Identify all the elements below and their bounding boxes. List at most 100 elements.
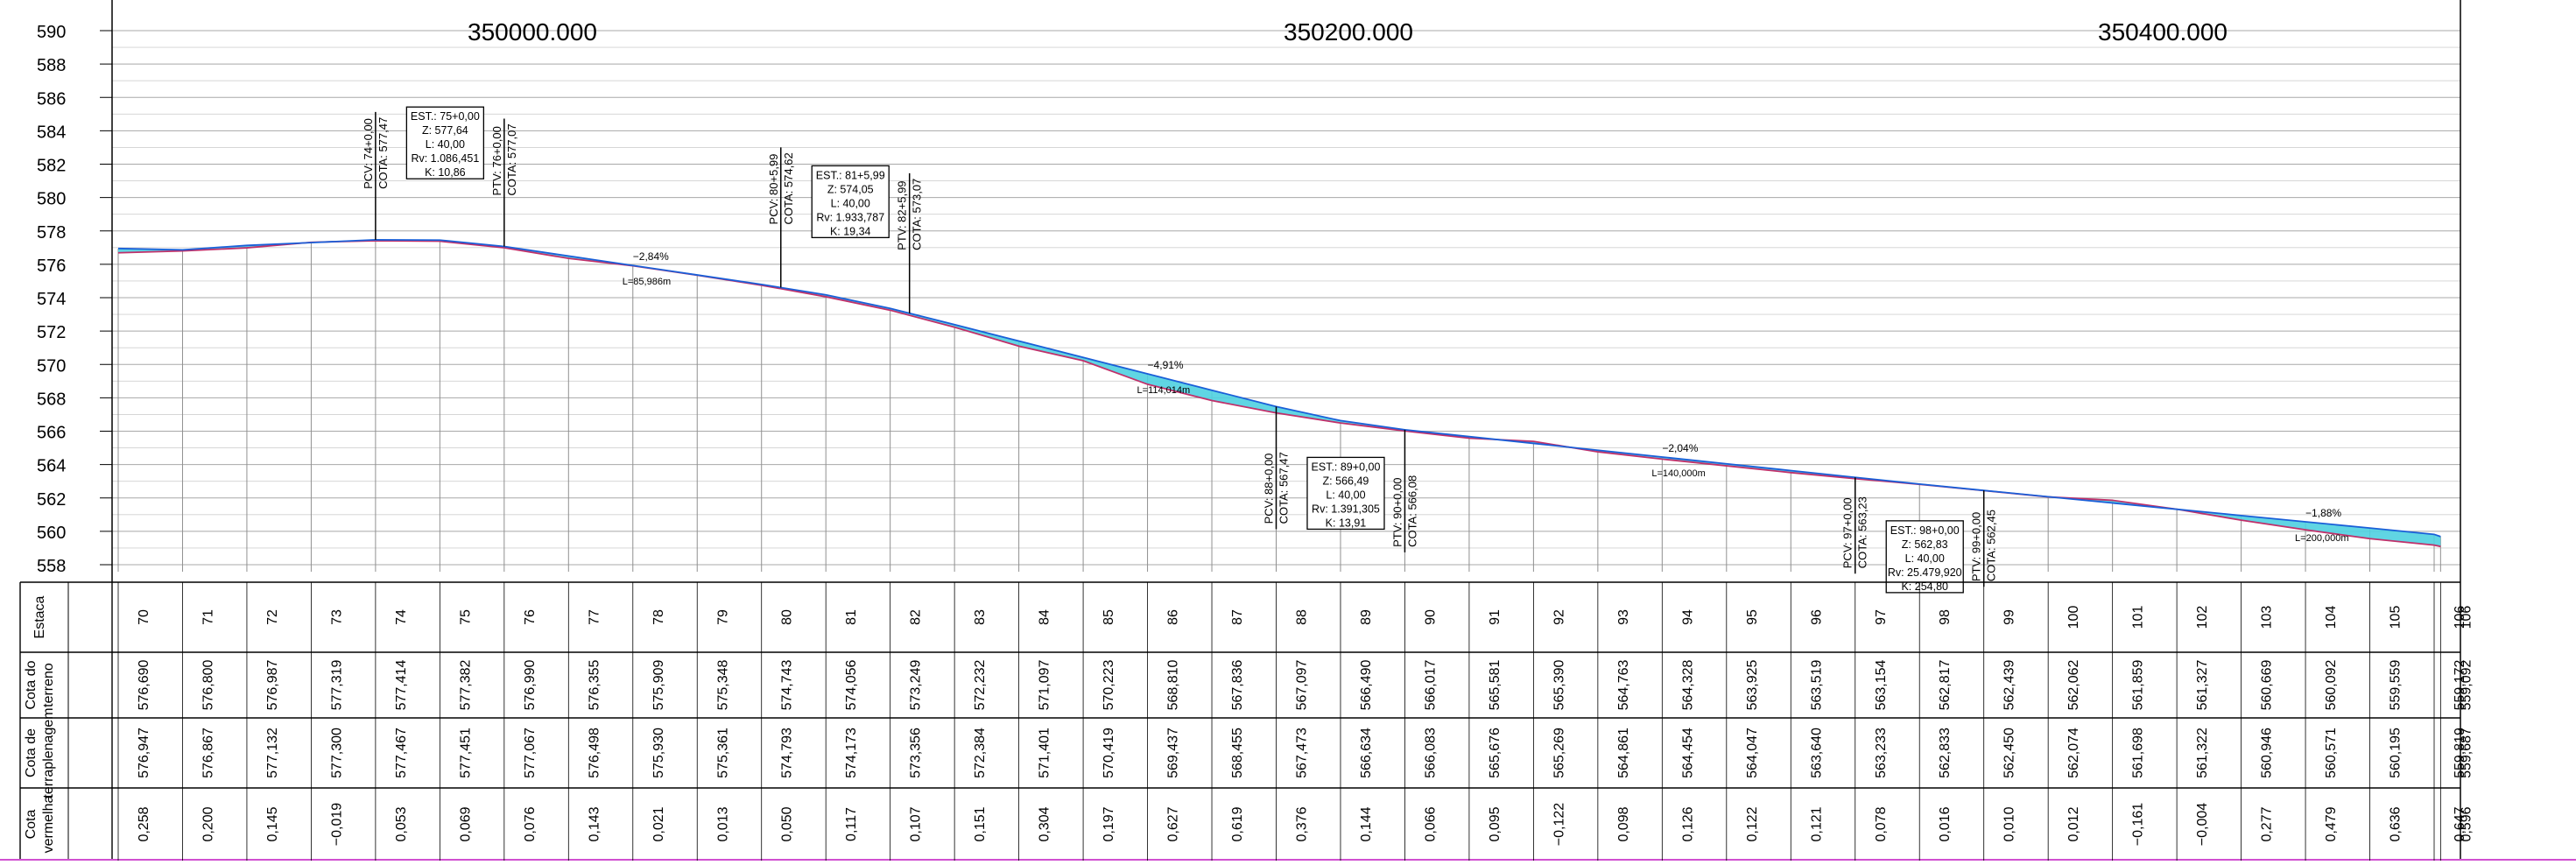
station-label: 80 [780,609,795,625]
grade-slope-label: −2,84% [633,250,669,263]
coordinate-header: 350000.000 [468,18,597,46]
vertical-curves: PCV: 74+0,00 COTA: 577,47 PTV: 76+0,00 COTA… [362,106,1998,594]
station-label: 106 [2459,606,2474,629]
table-cell: 0,636 [2389,806,2404,841]
table-row-header: terreno [41,663,56,707]
station-label: 93 [1616,609,1631,625]
grade-length-label: L=140,000m [1651,468,1705,479]
station-label: 90 [1423,609,1438,625]
curve-data-line: L: 40,00 [426,138,465,151]
elevation-label-568: 568 [37,390,66,409]
station-label: 100 [2066,606,2081,629]
table-cell: 562,439 [2002,659,2017,710]
table-cell: 0,151 [973,806,988,841]
table-cell: 565,269 [1552,728,1566,778]
table-cell: 0,095 [1488,806,1503,841]
coordinate-header: 350200.000 [1284,18,1413,46]
table-cell: 561,322 [2195,728,2210,778]
table-cell: 0,122 [1745,806,1760,841]
curve-data-line: EST.: 81+5,99 [816,169,885,181]
table-cell: 0,647 [2453,806,2467,841]
elevation-label-588: 588 [37,56,66,75]
grade-length-label: L=114,014m [1137,385,1191,396]
station-label: 83 [973,609,988,625]
table-cell: 0,050 [780,806,795,841]
table-cell: 560,946 [2260,728,2275,778]
ptv-cota-label: COTA: 566,08 [1405,475,1418,547]
table-cell: 574,056 [844,659,859,710]
table-row-header: Estaca [32,595,47,638]
table-cell: 560,092 [2324,659,2339,710]
ptv-label: PTV: 90+0,00 [1390,478,1404,547]
pcv-label: PCV: 88+0,00 [1263,454,1276,524]
table-cell: 567,473 [1295,728,1310,778]
table-cell: 570,419 [1101,728,1116,778]
table-cell: 576,987 [265,659,280,710]
table-cell: 567,836 [1230,659,1245,710]
table-cell: 0,197 [1101,806,1116,841]
table-cell: 564,047 [1745,728,1760,778]
station-label: 82 [909,609,924,625]
table-cell: 575,930 [651,728,666,778]
table-cell: 0,076 [523,806,538,841]
table-cell: 577,132 [265,728,280,778]
curve-data-line: Z: 574,05 [827,183,874,195]
grade-slope-label: −2,04% [1662,442,1698,454]
station-label: 84 [1038,609,1052,625]
table-cell: 0,619 [1230,806,1245,841]
curve-data-box [1306,456,1385,531]
table-cell: 559,687 [2459,728,2474,778]
elevation-label-574: 574 [37,290,66,309]
curve-data-line: Rv: 1.391,305 [1312,503,1380,515]
pcv-label: PCV: 74+0,00 [362,118,375,189]
curve-data-line: K: 19,34 [830,225,871,237]
table-row-header: Cota [24,810,39,840]
curve-data-line: Rv: 1.086,451 [411,152,479,165]
station-label: 78 [651,609,666,625]
table-cell: 571,097 [1038,659,1052,710]
table-cell: 576,355 [587,659,602,710]
station-label: 102 [2195,606,2210,629]
table-cell: −0,122 [1552,803,1566,846]
elevation-grid [100,0,2461,861]
table-cell: 568,810 [1166,659,1181,710]
curve-data-line: Rv: 1.933,787 [816,211,884,223]
station-label: 72 [265,609,280,625]
table-cell: 566,083 [1423,728,1438,778]
pcv-cota-label: COTA: 577,47 [377,117,390,189]
table-cell: 0,013 [715,806,730,841]
table-cell: 0,143 [587,806,602,841]
station-label: 73 [329,609,344,625]
table-row-header: Cota de [24,728,39,777]
station-label: 79 [715,609,730,625]
curve-data-line: EST.: 89+0,00 [1312,461,1381,473]
ptv-cota-label: COTA: 573,07 [911,179,924,250]
elevation-label-578: 578 [37,223,66,243]
station-label: 103 [2260,606,2275,629]
curve-data-box [811,165,890,239]
table-cell: 564,328 [1680,659,1695,710]
station-label: 81 [844,609,859,625]
table-cell: 570,223 [1101,659,1116,710]
grade-length-label: L=200,000m [2295,533,2348,544]
elevation-label-560: 560 [37,524,66,543]
table-cell: 567,097 [1295,659,1310,710]
table-cell: 0,200 [201,806,215,841]
ptv-label: PTV: 99+0,00 [1970,512,1983,581]
table-cell: 559,092 [2459,659,2474,710]
elevation-label-558: 558 [37,557,66,576]
pcv-cota-label: COTA: 574,62 [782,152,795,224]
curve-data-line: EST.: 98+0,00 [1890,524,1960,537]
table-cell: 572,232 [973,659,988,710]
table-cell: 560,571 [2324,728,2339,778]
table-cell: 0,144 [1359,806,1374,841]
station-label: 97 [1874,609,1889,625]
table-cell: 561,698 [2131,728,2146,778]
table-cell: 573,356 [909,728,924,778]
table-cell: 577,451 [458,728,473,778]
pcv-cota-label: COTA: 563,23 [1856,496,1869,568]
elevation-label-582: 582 [37,157,66,176]
elevation-label-564: 564 [37,457,66,476]
station-label: 96 [1809,609,1824,625]
